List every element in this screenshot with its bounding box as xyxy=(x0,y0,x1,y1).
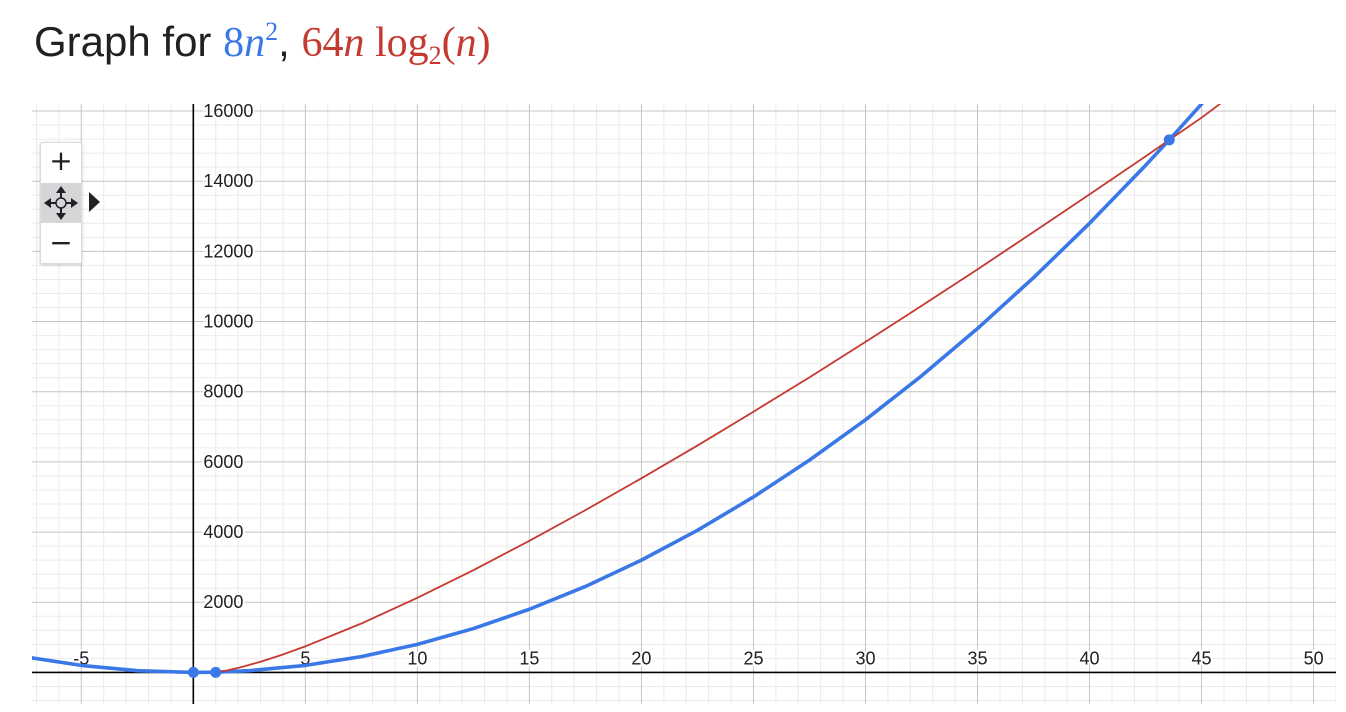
pan-button[interactable] xyxy=(41,183,81,223)
intersection-point[interactable] xyxy=(187,666,199,678)
function-1-label: 8n2 xyxy=(223,17,279,67)
function-1-exponent: 2 xyxy=(265,17,279,46)
y-tick-label: 10000 xyxy=(203,312,253,332)
x-tick-label: 30 xyxy=(855,648,875,668)
intersection-point[interactable] xyxy=(210,666,222,678)
y-tick-label: 16000 xyxy=(203,104,253,121)
expand-arrow-icon[interactable] xyxy=(89,192,100,212)
x-tick-label: 20 xyxy=(631,648,651,668)
zoom-controls: + − xyxy=(40,142,82,264)
page-title: Graph for 8n2, 64n log2(n) xyxy=(34,18,491,74)
function-2-variable: n xyxy=(343,20,365,66)
intersection-point[interactable] xyxy=(1163,134,1175,146)
intersection-points xyxy=(187,134,1175,678)
graph-canvas[interactable]: -5 5 10 15 20 25 30 35 40 45 502000400060008000100… xyxy=(32,104,1336,704)
pan-icon xyxy=(44,186,78,220)
title-prefix: Graph for xyxy=(34,18,224,65)
x-tick-label: 50 xyxy=(1304,648,1324,668)
axes xyxy=(32,104,1336,704)
minor-gridlines xyxy=(32,104,1336,704)
major-gridlines xyxy=(32,104,1336,704)
zoom-out-button[interactable]: − xyxy=(49,226,73,259)
x-tick-label: 35 xyxy=(967,648,987,668)
x-tick-label: 40 xyxy=(1080,648,1100,668)
function-2-argument: n xyxy=(455,20,477,66)
title-separator: , xyxy=(278,18,302,65)
y-tick-label: 12000 xyxy=(203,241,253,261)
function-2-log-base: 2 xyxy=(428,41,442,70)
function-2-open-paren: ( xyxy=(441,20,456,66)
x-tick-label: 45 xyxy=(1192,648,1212,668)
function-2-close-paren: ) xyxy=(476,20,491,66)
x-tick-label: 25 xyxy=(743,648,763,668)
function-1-coefficient: 8 xyxy=(223,20,245,66)
function-1-variable: n xyxy=(244,20,266,66)
y-tick-label: 8000 xyxy=(203,382,243,402)
y-tick-label: 2000 xyxy=(203,592,243,612)
x-tick-label: 10 xyxy=(407,648,427,668)
x-tick-label: 15 xyxy=(519,648,539,668)
y-tick-label: 6000 xyxy=(203,452,243,472)
curve-64n-log2n xyxy=(214,104,1222,674)
function-2-log: log xyxy=(364,20,429,66)
zoom-in-button[interactable]: + xyxy=(49,144,73,177)
function-2-coefficient: 64 xyxy=(301,20,344,66)
y-tick-label: 4000 xyxy=(203,522,243,542)
tick-labels: -5 5 10 15 20 25 30 35 40 45 502000400060008000100… xyxy=(71,104,1325,670)
function-2-label: 64n log2(n) xyxy=(301,20,491,69)
y-tick-label: 14000 xyxy=(203,171,253,191)
